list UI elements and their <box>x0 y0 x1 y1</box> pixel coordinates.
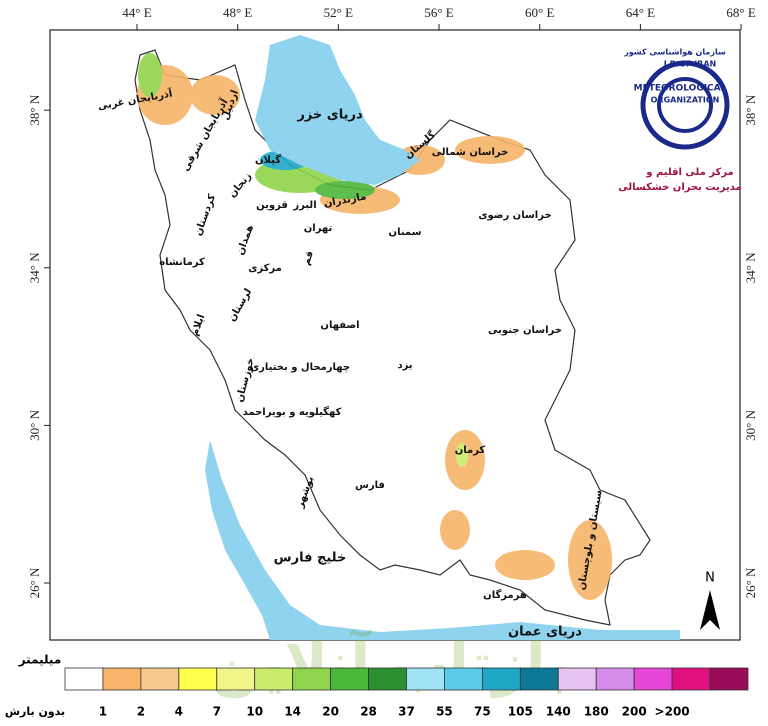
legend-swatch <box>178 667 218 691</box>
legend-swatch <box>64 667 104 691</box>
lon-label: 60° E <box>525 5 554 20</box>
legend-label: 55 <box>436 705 453 719</box>
legend-swatch <box>368 667 407 691</box>
province-label: کرمان <box>455 445 486 456</box>
legend-swatch <box>709 667 749 691</box>
province-label: البرز <box>292 200 316 211</box>
legend-swatch <box>102 667 142 691</box>
legend-label: 37 <box>398 705 415 719</box>
lon-label: 68° E <box>726 5 755 20</box>
lat-label-right: 30° N <box>743 409 758 440</box>
province-label: مرکزی <box>248 263 282 274</box>
province-label: هرمزگان <box>483 588 527 601</box>
logo-text: I.R.OF IRAN <box>664 60 716 69</box>
north-label: N <box>705 571 715 586</box>
province-label: گیلان <box>255 153 281 166</box>
legend-swatch <box>444 667 483 691</box>
legend-label: 20 <box>322 705 339 719</box>
legend-swatch <box>519 667 559 691</box>
province-label: قزوین <box>256 200 288 211</box>
province-label: خراسان جنوبی <box>488 325 562 336</box>
legend-label: 2 <box>137 705 145 719</box>
legend-swatch <box>406 667 445 691</box>
province-label: چهارمحال و بختیاری <box>250 362 350 373</box>
sea-label: دریای عمان <box>508 625 582 640</box>
lat-label-left: 26° N <box>27 567 42 598</box>
lat-label-right: 34° N <box>743 252 758 283</box>
province-label: فارس <box>355 480 385 491</box>
north-arrow <box>700 590 720 630</box>
legend-swatch <box>140 667 180 691</box>
logo-text: مدیریت بحران خشکسالی <box>618 182 741 193</box>
legend-label: 105 <box>508 705 533 719</box>
legend-swatch <box>557 667 597 691</box>
legend-label: >200 <box>655 705 690 719</box>
logo <box>640 60 730 150</box>
legend-no-rain: بدون بارش <box>5 705 65 718</box>
lon-label: 44° E <box>122 5 151 20</box>
legend-swatch <box>481 667 521 691</box>
legend-label: 180 <box>584 705 609 719</box>
legend-swatch <box>671 667 711 691</box>
legend-swatch <box>254 667 294 691</box>
lon-label: 52° E <box>324 5 353 20</box>
logo-text: ORGANIZATION <box>651 96 720 105</box>
legend-title: میلیمتر <box>18 653 62 667</box>
legend-label: 7 <box>213 705 221 719</box>
lat-label-right: 38° N <box>743 94 758 125</box>
legend-label: 1 <box>99 705 107 719</box>
sea-label: دریای خزر <box>296 108 363 123</box>
legend-label: 14 <box>284 705 301 719</box>
legend-label: 28 <box>360 705 377 719</box>
legend-label: 140 <box>546 705 571 719</box>
legend-label: 4 <box>175 705 183 719</box>
province-label: اصفهان <box>320 320 359 331</box>
legend-label: 75 <box>474 705 491 719</box>
logo-text: METEOROLOGICAL <box>634 84 727 94</box>
province-label: سمنان <box>389 227 422 238</box>
lat-label-right: 26° N <box>743 567 758 598</box>
legend-label: 10 <box>246 705 263 719</box>
province-label: کرمانشاه <box>159 257 205 268</box>
legend-label: 200 <box>622 705 647 719</box>
lon-label: 56° E <box>424 5 453 20</box>
legend-swatch <box>330 667 369 691</box>
sea-label: خلیج فارس <box>274 551 347 566</box>
province-label: تهران <box>304 223 333 234</box>
lon-label: 64° E <box>626 5 655 20</box>
legend-swatch <box>633 667 673 691</box>
caspian-sea <box>255 35 420 185</box>
lat-label-left: 30° N <box>27 409 42 440</box>
legend-swatch <box>292 667 332 691</box>
lon-label: 48° E <box>223 5 252 20</box>
province-label: خراسان رضوی <box>478 210 551 221</box>
province-label: قم <box>301 250 316 267</box>
legend-swatch <box>216 667 256 691</box>
province-label: کهگیلویه و بویراحمد <box>243 405 342 418</box>
lat-label-left: 34° N <box>27 252 42 283</box>
lat-label-left: 38° N <box>27 94 42 125</box>
logo-text: مرکز ملی اقلیم و <box>645 167 733 178</box>
logo-text: سازمان هواشناسی کشور <box>623 48 726 57</box>
province-label: یزد <box>397 360 412 371</box>
legend-swatch <box>595 667 635 691</box>
province-label: خراسان شمالی <box>432 147 509 158</box>
